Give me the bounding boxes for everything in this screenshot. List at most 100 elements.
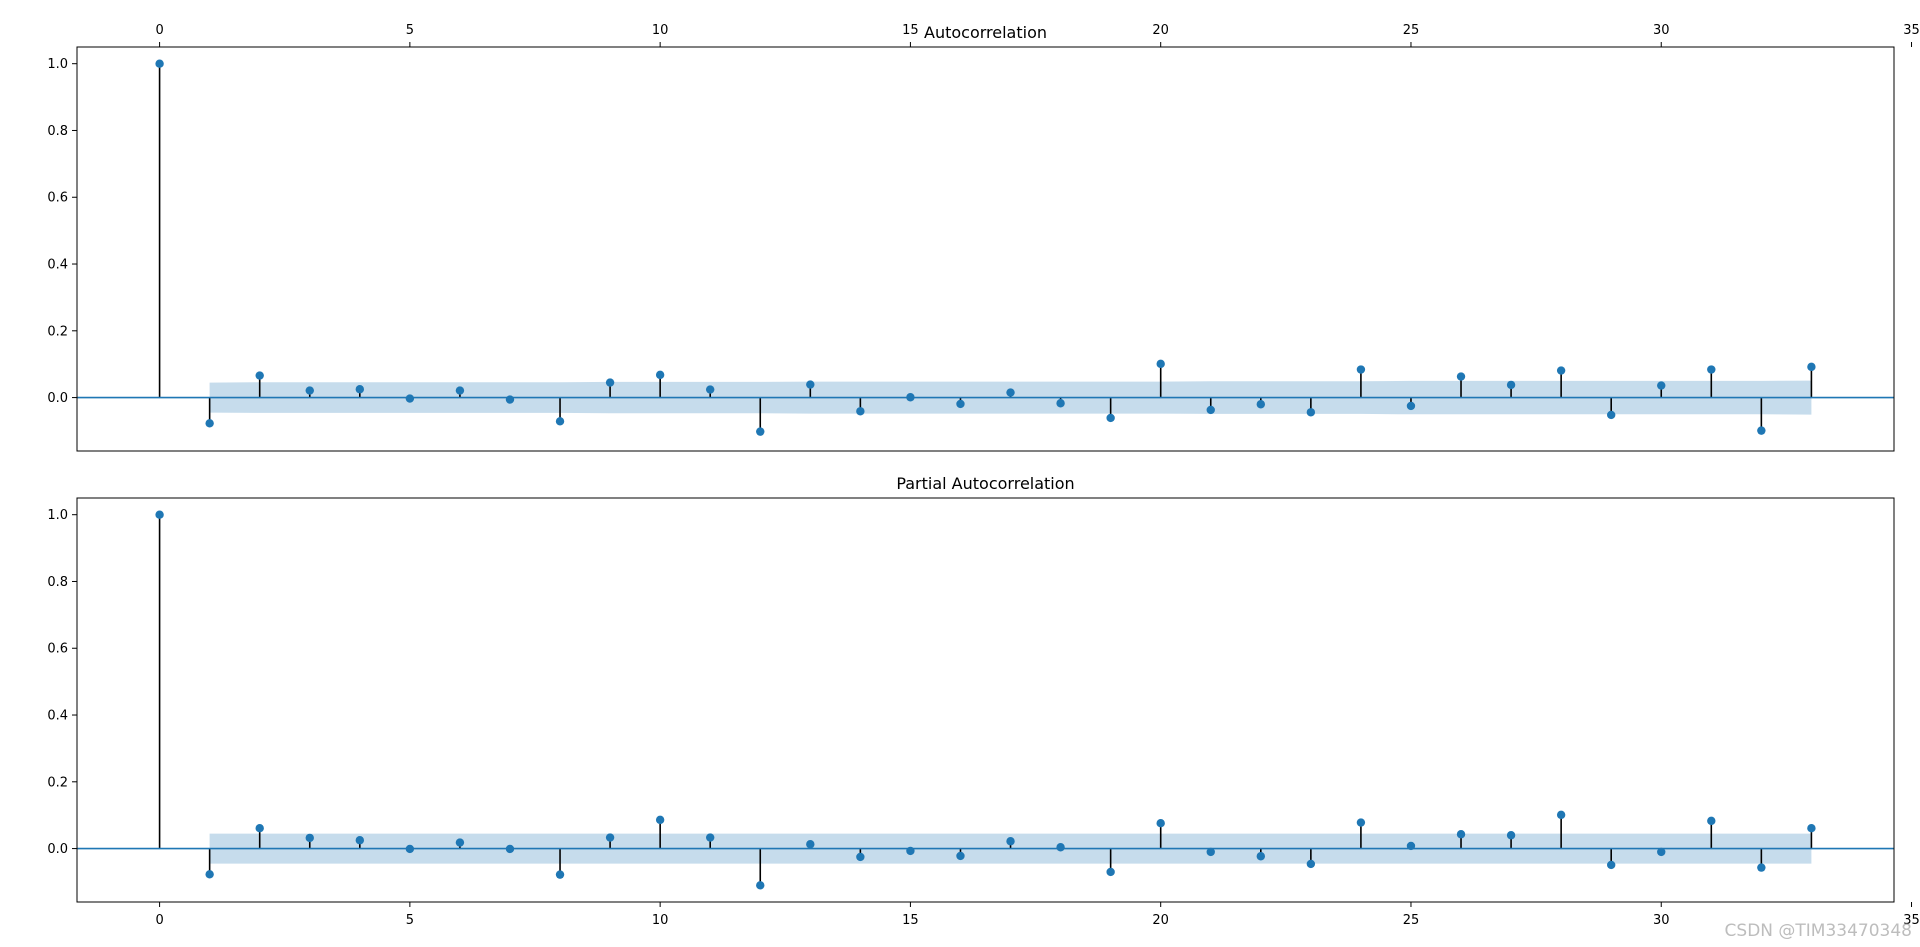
data-point: [305, 833, 314, 843]
data-point: [655, 370, 665, 380]
data-point: [605, 833, 615, 842]
data-point: [956, 399, 965, 409]
data-point: [1606, 410, 1616, 420]
data-point: [455, 838, 465, 847]
x-tick-label: 25: [1403, 913, 1420, 928]
y-tick-label: 0.2: [47, 775, 68, 790]
x-tick-label: 20: [1152, 913, 1169, 928]
data-point: [856, 407, 865, 416]
x-tick-label: 10: [652, 913, 669, 928]
data-point: [555, 870, 565, 879]
x-tick-label: 5: [406, 913, 414, 928]
data-point: [605, 378, 615, 387]
data-point: [1506, 380, 1516, 390]
x-tick-label: 15: [902, 23, 919, 38]
y-tick-label: 0.0: [47, 391, 68, 406]
axes-frame: [76, 497, 1895, 903]
data-point: [255, 824, 264, 833]
x-tick-label: 35: [1903, 23, 1920, 38]
data-point: [355, 385, 365, 394]
partial-autocorrelation-plot: 0 5 10 15 20 25 30 35 0.0 0.2 0.4 0.6 0.8 1.0 Partial …: [47, 474, 1919, 928]
data-point: [1306, 408, 1316, 417]
data-point: [405, 394, 415, 403]
data-point: [505, 844, 515, 854]
data-point: [756, 881, 765, 890]
data-point: [505, 395, 515, 404]
data-point: [1807, 362, 1816, 372]
data-point: [1206, 847, 1215, 857]
y-tick-label: 0.0: [47, 842, 68, 857]
chart-title: Autocorrelation: [924, 23, 1047, 42]
x-tick-label: 35: [1903, 913, 1920, 928]
data-point: [205, 870, 214, 879]
x-tick-label: 0: [155, 913, 163, 928]
x-tick-label: 30: [1653, 913, 1670, 928]
data-point: [806, 840, 815, 849]
data-point: [655, 815, 665, 825]
data-point: [906, 393, 915, 402]
data-point: [1456, 830, 1466, 839]
data-point: [1456, 372, 1466, 381]
data-point: [305, 386, 314, 395]
data-point: [1657, 847, 1666, 857]
data-point: [1757, 863, 1766, 872]
x-tick-label: 20: [1152, 23, 1169, 38]
data-point: [1256, 852, 1266, 861]
data-point: [705, 833, 715, 842]
x-tick-label: 5: [406, 23, 414, 38]
y-tick-label: 0.6: [47, 191, 68, 206]
data-point: [756, 427, 765, 436]
y-tick-label: 0.8: [47, 575, 68, 590]
data-point: [856, 852, 865, 862]
chart-title: Partial Autocorrelation: [896, 474, 1074, 493]
x-tick-label: 10: [652, 23, 669, 38]
data-point: [1506, 831, 1516, 840]
data-point: [956, 851, 965, 861]
data-point: [255, 371, 264, 380]
data-point: [806, 380, 815, 389]
y-tick-label: 1.0: [47, 508, 68, 523]
axes-frame: [76, 46, 1895, 452]
y-tick-label: 0.8: [47, 124, 68, 139]
data-point: [1206, 405, 1215, 415]
data-point: [1556, 366, 1566, 375]
data-point: [1056, 399, 1065, 408]
data-point: [1156, 359, 1165, 369]
y-tick-label: 0.2: [47, 324, 68, 339]
x-tick-label: 30: [1653, 23, 1670, 38]
data-point: [1606, 860, 1616, 870]
y-tick-label: 0.6: [47, 642, 68, 657]
data-point: [1406, 841, 1416, 851]
data-point: [1556, 810, 1566, 820]
data-point: [1256, 400, 1266, 409]
watermark-text: CSDN @TIM33470348: [1724, 921, 1912, 941]
data-point: [906, 846, 915, 856]
data-point: [1657, 381, 1666, 390]
y-tick-label: 0.4: [47, 258, 68, 273]
data-point: [1006, 837, 1015, 846]
x-tick-label: 25: [1403, 23, 1420, 38]
data-point: [1356, 818, 1366, 827]
data-point: [1757, 426, 1766, 435]
data-point: [205, 419, 214, 428]
data-point: [155, 510, 164, 519]
data-point: [555, 417, 565, 426]
x-tick-label: 0: [155, 23, 163, 38]
data-point: [1056, 843, 1065, 852]
y-tick-label: 1.0: [47, 57, 68, 72]
data-point: [455, 386, 465, 395]
data-point: [1807, 824, 1816, 833]
data-point: [1707, 365, 1716, 374]
data-point: [1156, 819, 1165, 828]
autocorrelation-plot: 0 5 10 15 20 25 30 35 0.0 0.2 0.4 0.6 0.8 1.0 Autocorr…: [47, 23, 1920, 452]
data-point: [1106, 413, 1115, 423]
data-point: [405, 844, 415, 854]
data-point: [1106, 867, 1115, 877]
data-point: [1306, 859, 1316, 869]
data-point: [1006, 388, 1015, 397]
data-point: [1406, 401, 1416, 411]
data-point: [1707, 816, 1716, 826]
data-point: [155, 59, 164, 68]
data-point: [1356, 365, 1366, 374]
